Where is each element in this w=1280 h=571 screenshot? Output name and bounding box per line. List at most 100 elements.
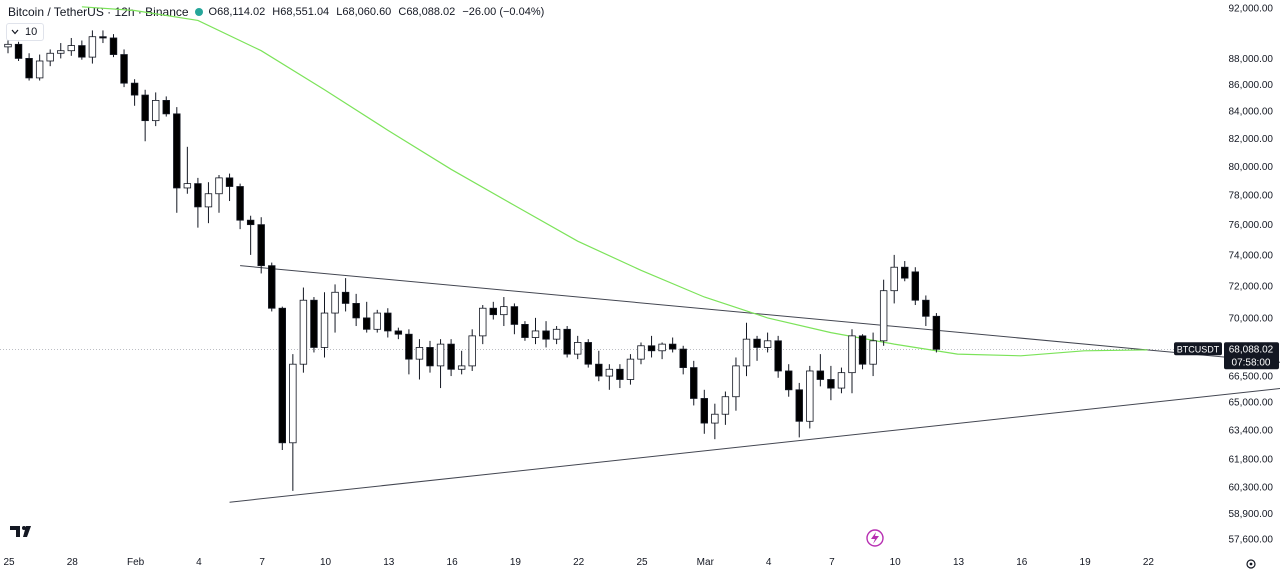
candle-up[interactable] — [763, 340, 772, 348]
candle-up[interactable] — [289, 363, 297, 444]
candle-up[interactable] — [605, 368, 614, 377]
candle-up[interactable] — [806, 370, 814, 422]
candle-up[interactable] — [848, 335, 856, 374]
candle-down[interactable] — [341, 291, 350, 304]
candle-up[interactable] — [869, 340, 877, 365]
x-axis-tick: 25 — [3, 557, 15, 568]
candle-up[interactable] — [837, 372, 846, 389]
candle-down[interactable] — [922, 299, 930, 317]
candle-up[interactable] — [711, 413, 719, 424]
candle-down[interactable] — [785, 370, 793, 391]
candle-up[interactable] — [500, 306, 508, 316]
candle-down[interactable] — [858, 335, 867, 365]
candle-down[interactable] — [700, 398, 708, 424]
candle-up[interactable] — [626, 358, 635, 380]
candle-down[interactable] — [130, 82, 139, 96]
candle-up[interactable] — [574, 342, 582, 355]
candle-up[interactable] — [879, 290, 888, 342]
symbol-title[interactable]: Bitcoin / TetherUS · 12h · Binance — [8, 5, 189, 19]
candle-up[interactable] — [4, 43, 12, 48]
candle-down[interactable] — [352, 303, 360, 319]
candle-down[interactable] — [257, 224, 265, 267]
candle-down[interactable] — [679, 348, 687, 368]
candle-down[interactable] — [405, 333, 413, 360]
candle-down[interactable] — [774, 340, 782, 372]
candle-down[interactable] — [447, 343, 455, 370]
candle-up[interactable] — [415, 347, 424, 360]
indicator-toggle[interactable]: 10 — [6, 23, 45, 41]
candle-up[interactable] — [457, 365, 466, 370]
candle-down[interactable] — [109, 37, 118, 55]
candle-down[interactable] — [489, 307, 497, 316]
candle-down[interactable] — [595, 363, 603, 377]
candle-down[interactable] — [120, 54, 128, 84]
candle-down[interactable] — [362, 317, 371, 330]
candle-up[interactable] — [721, 396, 730, 415]
trendline-lower[interactable] — [229, 374, 1280, 503]
candle-up[interactable] — [183, 183, 192, 189]
candle-down[interactable] — [14, 43, 23, 59]
candle-down[interactable] — [827, 379, 835, 389]
candle-down[interactable] — [394, 330, 403, 335]
candle-up[interactable] — [552, 328, 561, 340]
candle-up[interactable] — [890, 266, 898, 292]
candle-up[interactable] — [151, 100, 160, 122]
candle-up[interactable] — [468, 335, 476, 367]
candle-up[interactable] — [742, 338, 751, 367]
candle-down[interactable] — [647, 345, 656, 352]
candle-up[interactable] — [331, 291, 339, 314]
candle-down[interactable] — [584, 342, 592, 365]
candle-up[interactable] — [88, 36, 97, 58]
candle-up[interactable] — [436, 343, 445, 367]
candle-up[interactable] — [373, 312, 381, 330]
chevron-down-icon[interactable] — [11, 26, 19, 38]
candle-down[interactable] — [268, 265, 276, 309]
gear-icon[interactable] — [1246, 559, 1256, 569]
candle-down[interactable] — [690, 367, 698, 399]
candle-down[interactable] — [542, 330, 550, 340]
trendline-upper[interactable] — [240, 265, 1280, 375]
candle-up[interactable] — [204, 193, 213, 208]
candle-up[interactable] — [57, 50, 65, 54]
candle-down[interactable] — [911, 271, 919, 301]
candle-down[interactable] — [225, 177, 234, 187]
candle-down[interactable] — [99, 36, 107, 39]
candle-down[interactable] — [173, 113, 181, 189]
candle-down[interactable] — [616, 368, 624, 380]
candle-up[interactable] — [637, 345, 645, 360]
candle-down[interactable] — [521, 324, 529, 338]
moving-average-line[interactable] — [81, 6, 1148, 357]
candle-up[interactable] — [658, 343, 666, 352]
lightning-icon[interactable] — [866, 529, 884, 547]
candle-down[interactable] — [246, 219, 255, 226]
candle-up[interactable] — [299, 299, 308, 365]
candle-up[interactable] — [479, 307, 487, 337]
candle-down[interactable] — [194, 183, 202, 208]
y-axis-tick: 86,000.00 — [1229, 80, 1274, 91]
candle-up[interactable] — [67, 45, 75, 52]
candle-down[interactable] — [141, 94, 149, 122]
candle-down[interactable] — [162, 100, 170, 115]
candle-down[interactable] — [25, 58, 33, 79]
candle-down[interactable] — [753, 338, 761, 348]
candle-up[interactable] — [215, 177, 223, 195]
candle-down[interactable] — [795, 389, 803, 422]
candle-down[interactable] — [426, 347, 434, 367]
candle-up[interactable] — [531, 330, 540, 338]
candle-down[interactable] — [236, 186, 244, 221]
candle-down[interactable] — [901, 266, 909, 279]
candle-up[interactable] — [320, 312, 329, 348]
candle-down[interactable] — [278, 307, 286, 444]
candle-down[interactable] — [816, 370, 825, 380]
candle-down[interactable] — [510, 306, 519, 325]
candle-up[interactable] — [35, 60, 44, 79]
candle-up[interactable] — [732, 365, 740, 398]
candle-down[interactable] — [384, 312, 392, 332]
candle-down[interactable] — [310, 299, 318, 348]
candle-down[interactable] — [78, 45, 86, 58]
candle-down[interactable] — [932, 315, 941, 350]
candle-down[interactable] — [563, 328, 571, 355]
candle-down[interactable] — [668, 343, 677, 350]
candle-up[interactable] — [46, 52, 54, 62]
